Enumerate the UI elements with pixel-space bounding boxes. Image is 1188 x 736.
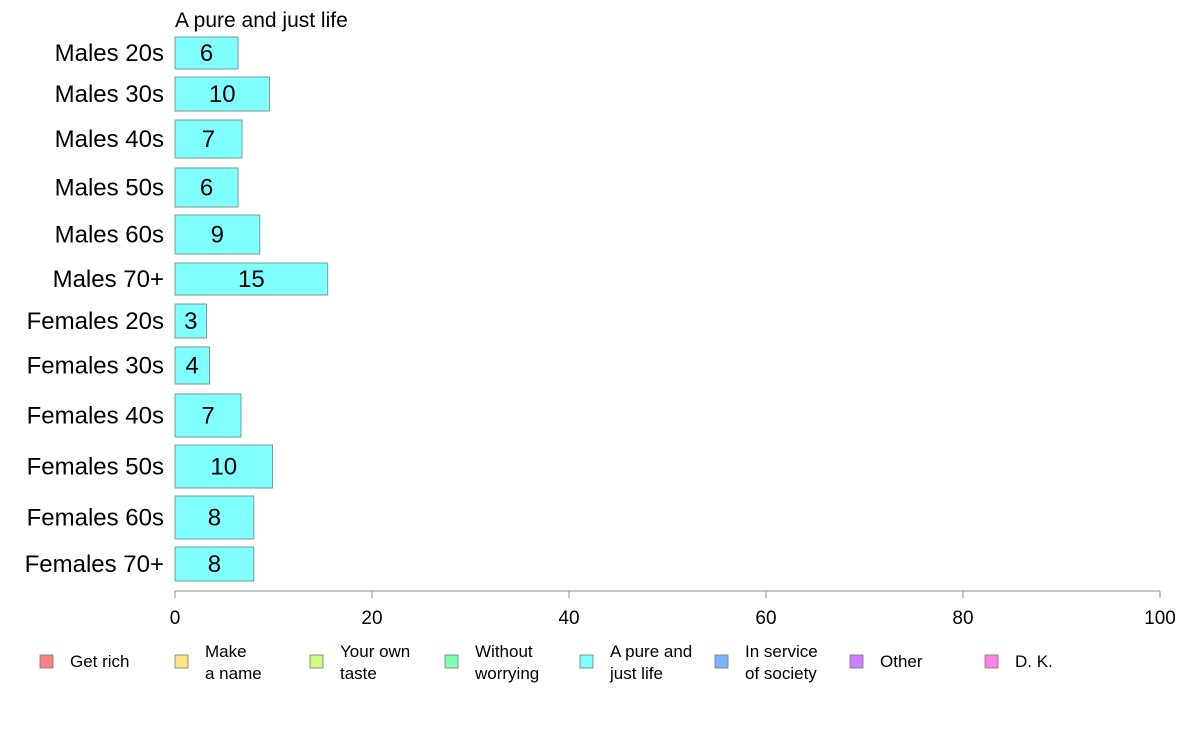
bar-value-label: 10 — [209, 81, 236, 108]
legend-item: Get rich — [39, 652, 130, 671]
x-tick-label: 100 — [1144, 608, 1176, 629]
bar-value-label: 7 — [202, 126, 215, 153]
legend-label: Your own — [340, 642, 410, 661]
bar — [174, 495, 255, 540]
bar — [174, 303, 208, 339]
legend-item: Other — [849, 652, 923, 671]
legend-label: Other — [880, 652, 923, 671]
x-axis: 0 20 40 60 80 100 — [170, 590, 1176, 629]
legend-swatch — [579, 654, 594, 669]
legend-swatch — [714, 654, 729, 669]
category-label: Females 40s — [27, 403, 164, 430]
category-label: Males 40s — [55, 126, 164, 153]
x-tick-label: 20 — [361, 608, 382, 629]
legend-label: D. K. — [1015, 652, 1053, 671]
bars-group: 6 Males 20s 10 Males 30s 7 Males 40s 6 Males 50… — [25, 36, 329, 582]
category-label: Males 30s — [55, 81, 164, 108]
bar — [174, 214, 261, 255]
legend-label: just life — [609, 664, 663, 683]
legend-label: A pure and — [610, 642, 692, 661]
legend-swatch — [984, 654, 999, 669]
legend-item: D. K. — [984, 652, 1053, 671]
legend-item: Make a name — [174, 642, 262, 683]
bar — [174, 119, 243, 159]
bar — [174, 346, 210, 385]
x-tick-label: 40 — [558, 608, 579, 629]
category-label: Females 50s — [27, 454, 164, 481]
legend-label: Get rich — [70, 652, 130, 671]
legend-label: Without — [475, 642, 533, 661]
bar — [174, 36, 239, 70]
legend-swatch — [174, 654, 189, 669]
category-label: Females 30s — [27, 353, 164, 380]
bar — [174, 546, 255, 582]
legend-label: taste — [340, 664, 377, 683]
bar — [174, 262, 329, 296]
chart-title: A pure and just life — [175, 9, 348, 32]
legend-item: Without worrying — [444, 642, 539, 683]
bar-value-label: 10 — [210, 454, 237, 481]
legend-item: Your own taste — [309, 642, 410, 683]
category-label: Females 70+ — [25, 551, 164, 578]
legend-item: In service of society — [714, 642, 818, 683]
legend-swatch — [444, 654, 459, 669]
x-tick-label: 0 — [170, 608, 181, 629]
bar-value-label: 4 — [186, 353, 199, 380]
bar-value-label: 9 — [211, 222, 224, 249]
bar-value-label: 6 — [200, 175, 213, 202]
legend-swatch — [309, 654, 324, 669]
legend-label: worrying — [474, 664, 539, 683]
bar-value-label: 6 — [200, 40, 213, 67]
bar — [174, 167, 239, 208]
legend-item: A pure and just life — [579, 642, 692, 683]
bar — [174, 76, 271, 112]
category-label: Males 50s — [55, 175, 164, 202]
bar — [174, 444, 274, 489]
legend-swatch — [849, 654, 864, 669]
bar — [174, 393, 242, 438]
bar-value-label: 8 — [208, 551, 221, 578]
bar-value-label: 8 — [208, 505, 221, 532]
legend-label: Make — [205, 642, 247, 661]
legend-label: of society — [745, 664, 817, 683]
x-tick-label: 60 — [755, 608, 776, 629]
legend-label: a name — [205, 664, 262, 683]
legend: Get rich Make a name Your own taste Without wo… — [39, 642, 1053, 683]
category-label: Males 60s — [55, 222, 164, 249]
category-label: Males 70+ — [53, 266, 164, 293]
bar-value-label: 3 — [184, 308, 197, 335]
bar-value-label: 15 — [238, 266, 265, 293]
category-label: Females 20s — [27, 308, 164, 335]
legend-swatch — [39, 654, 54, 669]
category-label: Females 60s — [27, 505, 164, 532]
legend-label: In service — [745, 642, 818, 661]
category-label: Males 20s — [55, 40, 164, 67]
x-tick-label: 80 — [952, 608, 973, 629]
bar-value-label: 7 — [201, 403, 214, 430]
